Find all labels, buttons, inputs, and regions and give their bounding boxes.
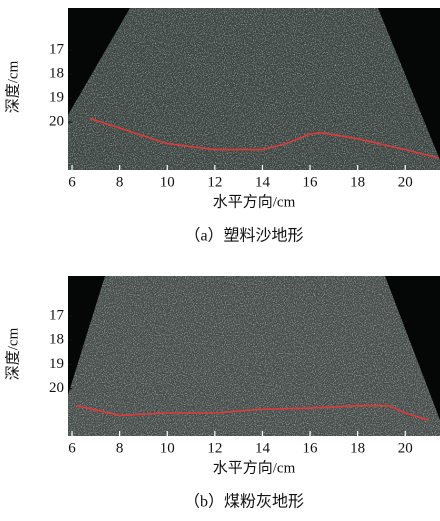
x-tick-label: 14	[255, 174, 271, 190]
terrain-line	[76, 404, 430, 421]
x-tick-label: 18	[350, 440, 365, 456]
image-a	[68, 8, 440, 170]
x-tick-label: 16	[303, 440, 319, 456]
y-tick-label: 17	[49, 307, 65, 323]
x-tick-label: 16	[303, 174, 319, 190]
x-axis-label: 水平方向/cm	[213, 193, 296, 210]
x-tick-label: 20	[398, 174, 413, 190]
image-b	[68, 276, 440, 436]
y-axis-label: 深度/cm	[4, 327, 21, 380]
x-tick-label: 10	[160, 174, 175, 190]
x-axis-label: 水平方向/cm	[213, 459, 296, 476]
caption: （b）煤粉灰地形	[184, 493, 304, 511]
y-axis-label: 深度/cm	[4, 60, 21, 113]
y-tick-label: 17	[49, 41, 65, 57]
x-tick-label: 10	[160, 440, 175, 456]
y-tick-label: 18	[49, 65, 64, 81]
y-tick-label: 20	[49, 113, 64, 129]
y-tick-label: 18	[49, 332, 64, 348]
x-tick-label: 8	[116, 174, 124, 190]
x-tick-label: 14	[255, 440, 271, 456]
x-tick-label: 12	[207, 440, 222, 456]
caption: （a）塑料沙地形	[184, 227, 303, 245]
x-tick-label: 18	[350, 174, 365, 190]
y-tick-label: 20	[49, 380, 64, 396]
x-tick-label: 8	[116, 440, 124, 456]
x-tick-label: 6	[68, 440, 76, 456]
x-tick-label: 6	[68, 174, 76, 190]
y-tick-label: 19	[49, 89, 64, 105]
x-tick-label: 12	[207, 174, 222, 190]
x-tick-label: 20	[398, 440, 413, 456]
y-tick-label: 19	[49, 356, 64, 372]
terrain-line	[89, 117, 439, 159]
